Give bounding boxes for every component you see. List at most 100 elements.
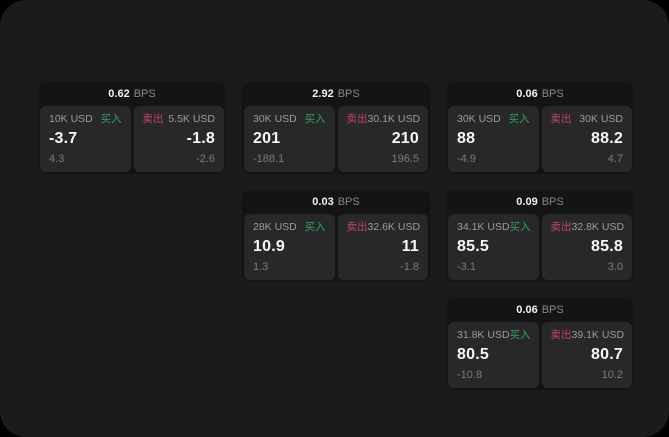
buy-sub-value: -188.1 (253, 153, 285, 165)
buy-notional: 31.8K USD (457, 329, 510, 341)
sell-sub-value: -1.8 (400, 261, 419, 273)
buy-price: 201 (253, 130, 281, 147)
buy-panel-top: 31.8K USD 买入 (457, 329, 531, 342)
buy-label: 买入 (509, 329, 531, 341)
card-body: 28K USD 买入 10.9 1.3 卖出 32.6K USD 11 -1.8 (244, 214, 428, 280)
quote-cards-grid: 0.62 BPS 10K USD 买入 -3.7 4.3 卖出 5.5K USD (38, 82, 634, 390)
bps-header: 0.09 BPS (448, 190, 632, 214)
card-body: 30K USD 买入 88 -4.9 卖出 30K USD 88.2 4.7 (448, 106, 632, 172)
buy-notional: 30K USD (253, 113, 297, 125)
sell-notional: 30K USD (579, 113, 623, 125)
buy-sub-value: 1.3 (253, 261, 269, 273)
bps-unit: BPS (541, 304, 564, 316)
bps-value: 0.06 (516, 304, 538, 316)
card-body: 30K USD 买入 201 -188.1 卖出 30.1K USD 210 1… (244, 106, 428, 172)
buy-panel[interactable]: 31.8K USD 买入 80.5 -10.8 (448, 322, 539, 388)
buy-panel[interactable]: 10K USD 买入 -3.7 4.3 (40, 106, 131, 172)
bps-unit: BPS (337, 196, 360, 208)
sell-panel-top: 卖出 30K USD (551, 113, 624, 126)
sell-sub-value: 4.7 (607, 153, 623, 165)
bps-unit: BPS (541, 196, 564, 208)
sell-price: 85.8 (591, 238, 623, 255)
bps-unit: BPS (337, 88, 360, 100)
quote-card: 0.03 BPS 28K USD 买入 10.9 1.3 卖出 32.6K US… (242, 190, 430, 282)
buy-sub-value: -10.8 (457, 369, 483, 381)
bps-header: 2.92 BPS (244, 82, 428, 106)
sell-panel[interactable]: 卖出 30.1K USD 210 196.5 (337, 106, 428, 172)
bps-header: 0.62 BPS (40, 82, 224, 106)
buy-panel[interactable]: 30K USD 买入 88 -4.9 (448, 106, 539, 172)
buy-notional: 10K USD (49, 113, 93, 125)
sell-notional: 39.1K USD (571, 329, 625, 341)
sell-panel[interactable]: 卖出 5.5K USD -1.8 -2.6 (133, 106, 224, 172)
sell-panel-top: 卖出 32.8K USD (550, 221, 625, 234)
sell-price: 80.7 (591, 346, 623, 363)
sell-panel[interactable]: 卖出 30K USD 88.2 4.7 (541, 106, 632, 172)
buy-panel-top: 28K USD 买入 (253, 221, 326, 234)
sell-price: 88.2 (591, 130, 623, 147)
card-body: 34.1K USD 买入 85.5 -3.1 卖出 32.8K USD 85.8… (448, 214, 632, 280)
quote-card: 0.09 BPS 34.1K USD 买入 85.5 -3.1 卖出 32.8K… (446, 190, 634, 282)
bps-unit: BPS (133, 88, 156, 100)
sell-sub-value: 196.5 (391, 153, 419, 165)
sell-notional: 5.5K USD (168, 113, 215, 125)
buy-label: 买入 (508, 113, 530, 125)
sell-panel-top: 卖出 5.5K USD (143, 113, 216, 126)
quote-card: 0.06 BPS 31.8K USD 买入 80.5 -10.8 卖出 39.1… (446, 298, 634, 390)
card-body: 10K USD 买入 -3.7 4.3 卖出 5.5K USD -1.8 -2.… (40, 106, 224, 172)
sell-sub-value: 3.0 (607, 261, 623, 273)
buy-panel-top: 30K USD 买入 (253, 113, 326, 126)
sell-label: 卖出 (346, 113, 368, 125)
sell-label: 卖出 (346, 221, 368, 233)
buy-sub-value: 4.3 (49, 153, 65, 165)
sell-notional: 30.1K USD (367, 113, 421, 125)
buy-label: 买入 (304, 221, 326, 233)
sell-notional: 32.8K USD (571, 221, 625, 233)
sell-label: 卖出 (550, 113, 572, 125)
sell-price: 210 (391, 130, 419, 147)
bps-value: 0.62 (108, 88, 130, 100)
buy-panel[interactable]: 34.1K USD 买入 85.5 -3.1 (448, 214, 539, 280)
bps-unit: BPS (541, 88, 564, 100)
sell-notional: 32.6K USD (367, 221, 421, 233)
quote-card: 2.92 BPS 30K USD 买入 201 -188.1 卖出 30.1K … (242, 82, 430, 174)
card-body: 31.8K USD 买入 80.5 -10.8 卖出 39.1K USD 80.… (448, 322, 632, 388)
bps-value: 0.06 (516, 88, 538, 100)
sell-panel[interactable]: 卖出 32.8K USD 85.8 3.0 (541, 214, 632, 280)
buy-panel-top: 34.1K USD 买入 (457, 221, 531, 234)
buy-price: -3.7 (49, 130, 78, 147)
buy-panel[interactable]: 28K USD 买入 10.9 1.3 (244, 214, 335, 280)
sell-label: 卖出 (142, 113, 164, 125)
buy-notional: 34.1K USD (457, 221, 510, 233)
sell-sub-value: 10.2 (601, 369, 623, 381)
buy-label: 买入 (304, 113, 326, 125)
bps-header: 0.06 BPS (448, 298, 632, 322)
quote-card: 0.62 BPS 10K USD 买入 -3.7 4.3 卖出 5.5K USD (38, 82, 226, 174)
buy-panel-top: 10K USD 买入 (49, 113, 122, 126)
bps-header: 0.06 BPS (448, 82, 632, 106)
buy-price: 88 (457, 130, 476, 147)
bps-value: 2.92 (312, 88, 334, 100)
buy-panel[interactable]: 30K USD 买入 201 -188.1 (244, 106, 335, 172)
sell-price: 11 (401, 238, 419, 255)
buy-notional: 28K USD (253, 221, 297, 233)
buy-notional: 30K USD (457, 113, 501, 125)
sell-panel-top: 卖出 30.1K USD (346, 113, 421, 126)
sell-price: -1.8 (186, 130, 215, 147)
buy-label: 买入 (509, 221, 531, 233)
buy-sub-value: -4.9 (457, 153, 476, 165)
buy-price: 80.5 (457, 346, 489, 363)
quote-card: 0.06 BPS 30K USD 买入 88 -4.9 卖出 30K USD (446, 82, 634, 174)
sell-panel[interactable]: 卖出 39.1K USD 80.7 10.2 (541, 322, 632, 388)
buy-sub-value: -3.1 (457, 261, 476, 273)
sell-label: 卖出 (550, 329, 572, 341)
sell-label: 卖出 (550, 221, 572, 233)
bps-value: 0.03 (312, 196, 334, 208)
sell-panel-top: 卖出 39.1K USD (550, 329, 625, 342)
sell-sub-value: -2.6 (196, 153, 215, 165)
buy-label: 买入 (100, 113, 122, 125)
sell-panel[interactable]: 卖出 32.6K USD 11 -1.8 (337, 214, 428, 280)
buy-panel-top: 30K USD 买入 (457, 113, 530, 126)
bps-value: 0.09 (516, 196, 538, 208)
